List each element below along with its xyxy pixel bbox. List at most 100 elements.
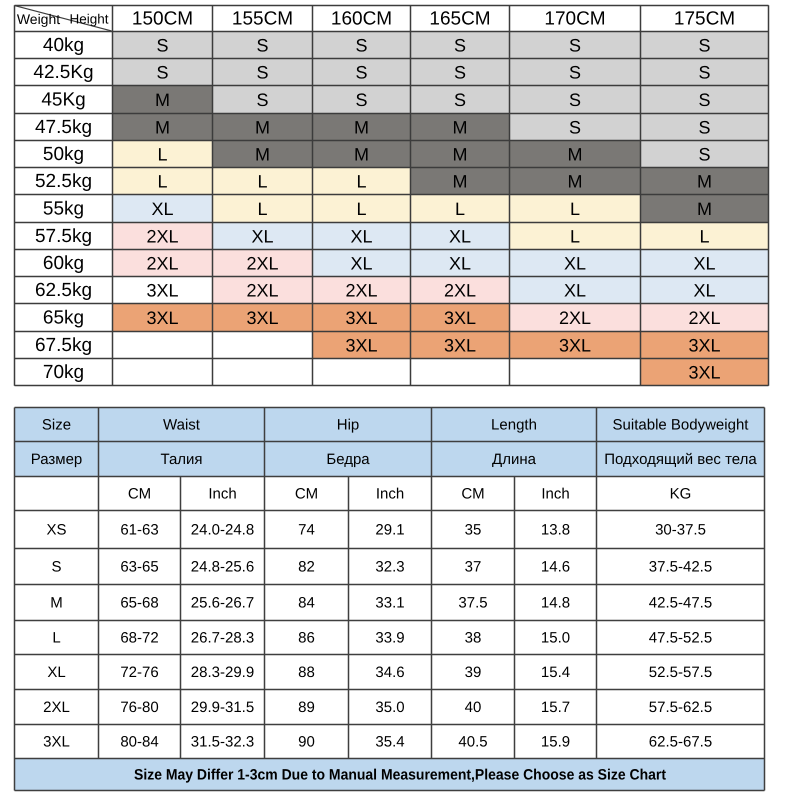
- svg-text:29.1: 29.1: [375, 522, 404, 539]
- svg-text:Бедра: Бедра: [326, 451, 370, 468]
- svg-text:L: L: [157, 172, 167, 192]
- svg-text:70kg: 70kg: [43, 362, 84, 383]
- svg-text:XS: XS: [46, 522, 66, 539]
- svg-text:L: L: [257, 199, 267, 219]
- svg-text:S: S: [698, 145, 710, 165]
- svg-text:S: S: [454, 36, 466, 56]
- svg-text:32.3: 32.3: [375, 559, 404, 576]
- svg-text:62.5kg: 62.5kg: [35, 280, 92, 301]
- svg-text:37: 37: [465, 559, 482, 576]
- svg-text:M: M: [453, 145, 468, 165]
- svg-text:L: L: [356, 199, 366, 219]
- svg-text:45Kg: 45Kg: [41, 90, 85, 111]
- svg-text:165CM: 165CM: [429, 9, 490, 30]
- svg-text:63-65: 63-65: [120, 559, 158, 576]
- svg-text:S: S: [698, 36, 710, 56]
- svg-text:24.0-24.8: 24.0-24.8: [191, 522, 254, 539]
- svg-text:88: 88: [298, 664, 315, 681]
- svg-text:S: S: [355, 36, 367, 56]
- svg-text:M: M: [50, 595, 63, 612]
- svg-text:55kg: 55kg: [43, 199, 84, 220]
- svg-text:29.9-31.5: 29.9-31.5: [191, 699, 254, 716]
- svg-text:3XL: 3XL: [688, 336, 720, 356]
- svg-text:M: M: [568, 172, 583, 192]
- svg-text:M: M: [697, 199, 712, 219]
- svg-text:L: L: [570, 227, 580, 247]
- svg-text:80-84: 80-84: [120, 734, 158, 751]
- svg-text:25.6-26.7: 25.6-26.7: [191, 595, 254, 612]
- svg-text:3XL: 3XL: [559, 336, 591, 356]
- svg-text:62.5-67.5: 62.5-67.5: [649, 734, 712, 751]
- svg-text:S: S: [256, 90, 268, 110]
- svg-text:Hip: Hip: [337, 417, 360, 434]
- svg-text:Height: Height: [69, 12, 108, 27]
- svg-text:35.4: 35.4: [375, 734, 404, 751]
- svg-text:90: 90: [298, 734, 315, 751]
- svg-text:60kg: 60kg: [43, 253, 84, 274]
- svg-text:XL: XL: [564, 281, 586, 301]
- svg-text:XL: XL: [564, 254, 586, 274]
- svg-text:35.0: 35.0: [375, 699, 404, 716]
- svg-text:S: S: [698, 63, 710, 83]
- svg-text:XL: XL: [693, 281, 715, 301]
- svg-text:82: 82: [298, 559, 315, 576]
- svg-text:74: 74: [298, 522, 315, 539]
- svg-text:26.7-28.3: 26.7-28.3: [191, 630, 254, 647]
- svg-text:Размер: Размер: [31, 451, 83, 468]
- svg-text:52.5kg: 52.5kg: [35, 171, 92, 192]
- svg-text:2XL: 2XL: [146, 254, 178, 274]
- svg-text:65-68: 65-68: [120, 595, 158, 612]
- svg-text:150CM: 150CM: [132, 9, 193, 30]
- svg-text:14.6: 14.6: [541, 559, 570, 576]
- svg-text:Suitable Bodyweight: Suitable Bodyweight: [613, 417, 750, 434]
- svg-text:40kg: 40kg: [43, 35, 84, 56]
- svg-text:28.3-29.9: 28.3-29.9: [191, 664, 254, 681]
- svg-text:XL: XL: [693, 254, 715, 274]
- svg-text:31.5-32.3: 31.5-32.3: [191, 734, 254, 751]
- svg-text:XL: XL: [251, 227, 273, 247]
- svg-text:L: L: [52, 630, 60, 647]
- svg-text:3XL: 3XL: [246, 308, 278, 328]
- svg-text:2XL: 2XL: [246, 281, 278, 301]
- svg-text:68-72: 68-72: [120, 630, 158, 647]
- svg-text:2XL: 2XL: [559, 308, 591, 328]
- svg-text:170CM: 170CM: [544, 9, 605, 30]
- svg-text:76-80: 76-80: [120, 699, 158, 716]
- svg-text:37.5-42.5: 37.5-42.5: [649, 559, 712, 576]
- svg-text:S: S: [355, 63, 367, 83]
- svg-text:S: S: [569, 63, 581, 83]
- svg-text:40.5: 40.5: [458, 734, 487, 751]
- svg-text:52.5-57.5: 52.5-57.5: [649, 664, 712, 681]
- svg-text:Подходящий вес тела: Подходящий вес тела: [604, 451, 757, 468]
- svg-text:S: S: [256, 36, 268, 56]
- svg-text:50kg: 50kg: [43, 144, 84, 165]
- svg-text:XL: XL: [449, 254, 471, 274]
- svg-text:XL: XL: [151, 199, 173, 219]
- svg-text:S: S: [454, 90, 466, 110]
- svg-text:S: S: [698, 118, 710, 138]
- svg-text:175CM: 175CM: [674, 9, 735, 30]
- svg-text:Длина: Длина: [492, 451, 537, 468]
- svg-text:35: 35: [465, 522, 482, 539]
- svg-text:S: S: [51, 559, 61, 576]
- svg-text:89: 89: [298, 699, 315, 716]
- svg-text:2XL: 2XL: [43, 699, 70, 716]
- svg-text:160CM: 160CM: [331, 9, 392, 30]
- svg-text:3XL: 3XL: [345, 336, 377, 356]
- svg-text:15.0: 15.0: [541, 630, 570, 647]
- svg-text:Inch: Inch: [541, 486, 569, 503]
- svg-text:M: M: [453, 118, 468, 138]
- svg-text:Waist: Waist: [163, 417, 201, 434]
- svg-text:L: L: [570, 199, 580, 219]
- svg-text:M: M: [155, 118, 170, 138]
- svg-text:42.5Kg: 42.5Kg: [33, 62, 93, 83]
- svg-text:S: S: [156, 63, 168, 83]
- svg-text:3XL: 3XL: [146, 308, 178, 328]
- svg-text:L: L: [257, 172, 267, 192]
- svg-text:S: S: [256, 63, 268, 83]
- svg-text:2XL: 2XL: [146, 227, 178, 247]
- svg-text:M: M: [697, 172, 712, 192]
- svg-text:L: L: [455, 199, 465, 219]
- svg-text:XL: XL: [350, 227, 372, 247]
- svg-text:3XL: 3XL: [146, 281, 178, 301]
